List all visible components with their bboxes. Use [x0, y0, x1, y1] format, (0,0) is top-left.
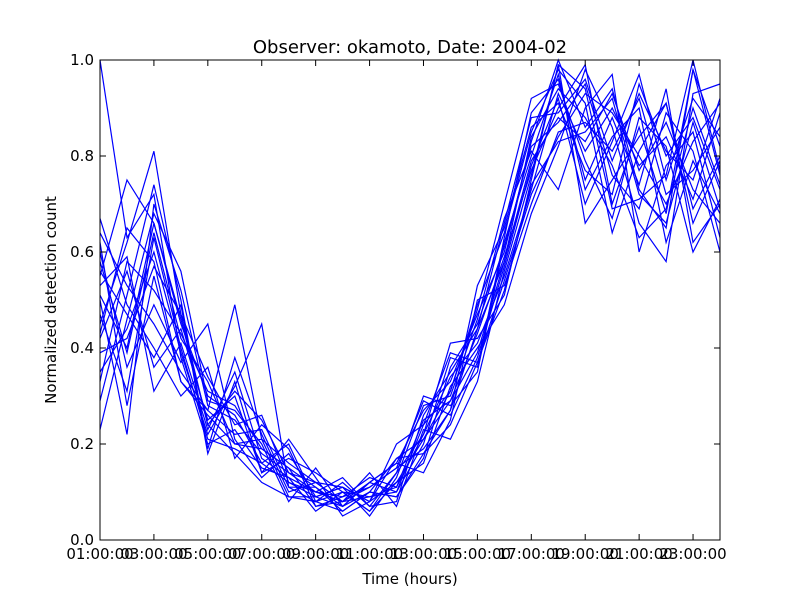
x-tick-label: 03:00:00	[120, 545, 187, 563]
plot-frame	[99, 59, 721, 541]
y-tick-label: 0.8	[70, 147, 94, 165]
x-axis: 01:00:0003:00:0005:00:0007:00:0009:00:00…	[66, 60, 727, 563]
series-line-17	[99, 72, 721, 508]
x-tick-label: 19:00:00	[552, 545, 619, 563]
y-tick-label: 1.0	[70, 51, 94, 69]
y-tick-label: 0.2	[70, 435, 94, 453]
y-axis: 0.0 0.2 0.4 0.6 0.8 1.0	[70, 51, 720, 549]
y-tick-label: 0.0	[70, 531, 94, 549]
x-tick-label: 13:00:00	[390, 545, 457, 563]
x-tick-label: 01:00:00	[66, 545, 133, 563]
series-layer	[99, 58, 721, 517]
x-tick-label: 17:00:00	[498, 545, 565, 563]
x-tick-label: 11:00:00	[336, 545, 403, 563]
series-line-15	[99, 91, 721, 508]
x-tick-label: 23:00:00	[659, 545, 726, 563]
x-axis-label: Time (hours)	[361, 570, 457, 588]
y-axis-label: Normalized detection count	[42, 196, 60, 404]
series-line-18	[99, 68, 721, 512]
chart-title: Observer: okamoto, Date: 2004-02	[253, 37, 567, 58]
series-line-11	[99, 72, 721, 517]
series-line-16	[99, 82, 721, 512]
x-tick-label: 21:00:00	[605, 545, 672, 563]
y-tick-label: 0.6	[70, 243, 94, 261]
x-tick-label: 09:00:00	[282, 545, 349, 563]
series-line-20	[99, 77, 721, 503]
y-tick-label: 0.4	[70, 339, 94, 357]
x-tick-label: 07:00:00	[228, 545, 295, 563]
x-tick-label: 15:00:00	[444, 545, 511, 563]
x-tick-label: 05:00:00	[174, 545, 241, 563]
